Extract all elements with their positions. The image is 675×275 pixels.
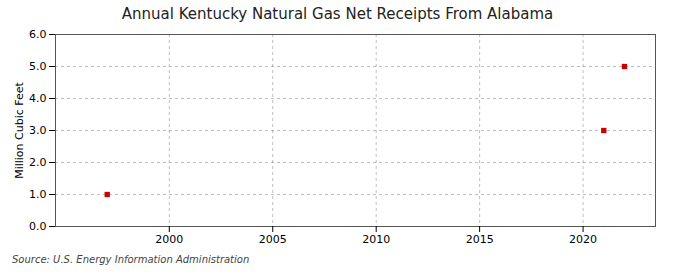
svg-text:6.0: 6.0 bbox=[29, 28, 47, 41]
svg-text:2020: 2020 bbox=[569, 233, 597, 246]
svg-text:3.0: 3.0 bbox=[29, 124, 47, 137]
html-text:Source: U.S. Energy Informatio: Source: U.S. Energy Information Administ… bbox=[12, 254, 250, 265]
svg-text:5.0: 5.0 bbox=[29, 60, 47, 73]
svg-text:2000: 2000 bbox=[155, 233, 183, 246]
svg-text:2005: 2005 bbox=[259, 233, 287, 246]
svg-text:2010: 2010 bbox=[362, 233, 390, 246]
svg-text:2015: 2015 bbox=[466, 233, 494, 246]
svg-text:0.0: 0.0 bbox=[29, 220, 47, 233]
svg-text:4.0: 4.0 bbox=[29, 92, 47, 105]
html-text:Annual Kentucky Natural Gas Ne: Annual Kentucky Natural Gas Net Receipts… bbox=[121, 5, 554, 23]
svg-text:1.0: 1.0 bbox=[29, 188, 47, 201]
svg-text:Million Cubic Feet: Million Cubic Feet bbox=[13, 81, 26, 178]
svg-text:2.0: 2.0 bbox=[29, 156, 47, 169]
